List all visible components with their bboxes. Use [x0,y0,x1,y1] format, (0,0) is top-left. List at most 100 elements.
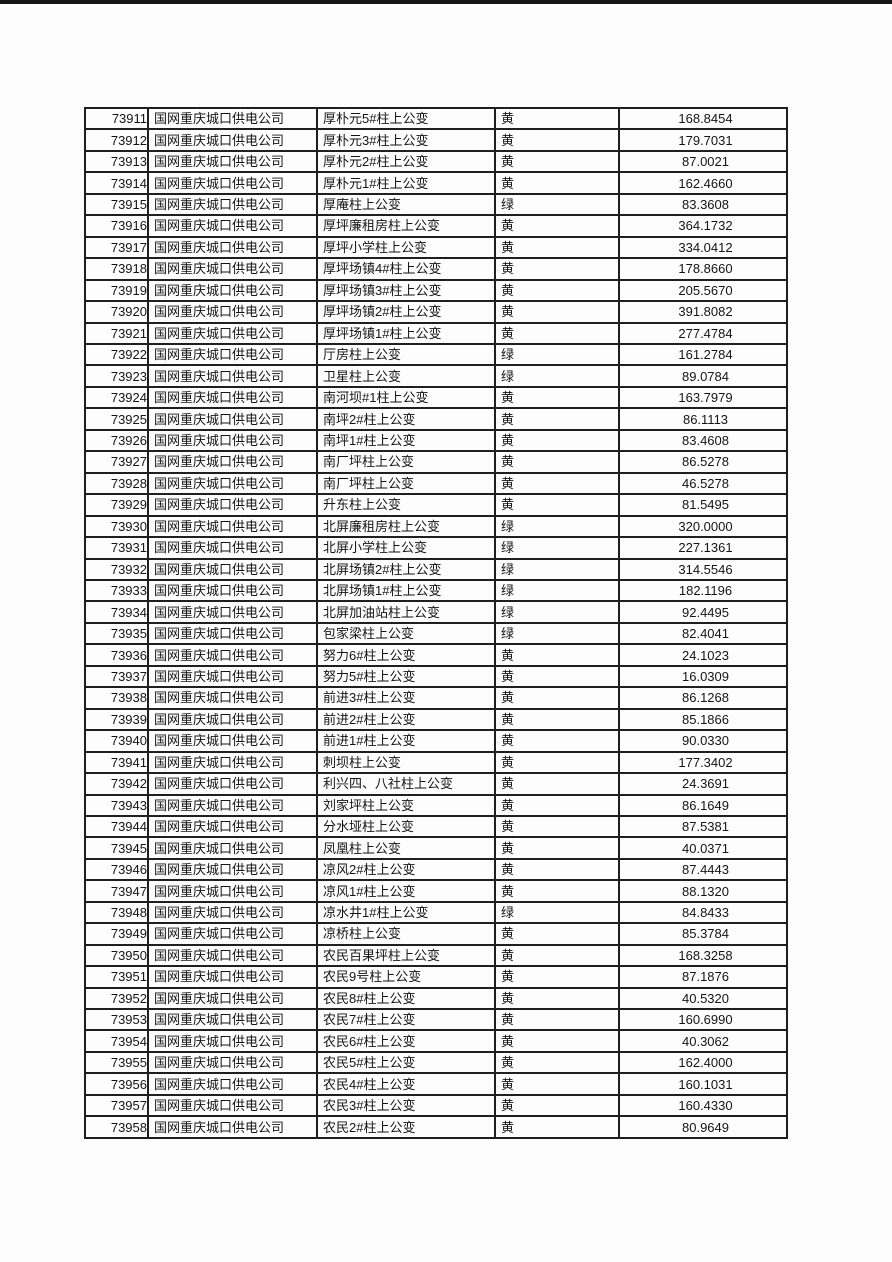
cell-status[interactable]: 黄 [494,643,620,667]
cell-company[interactable]: 国网重庆城口供电公司 [147,300,318,324]
cell-transformer-name[interactable]: 刘家坪柱上公变 [316,793,496,817]
cell-row-id[interactable]: 73920 [84,300,149,324]
cell-company[interactable]: 国网重庆城口供电公司 [147,922,318,946]
cell-value[interactable]: 182.1196 [618,578,788,603]
cell-transformer-name[interactable]: 凤凰柱上公变 [316,836,496,860]
cell-status[interactable]: 黄 [494,857,620,882]
cell-company[interactable]: 国网重庆城口供电公司 [147,1008,318,1032]
cell-value[interactable]: 87.4443 [618,857,788,882]
cell-transformer-name[interactable]: 刺坝柱上公变 [316,750,496,775]
cell-company[interactable]: 国网重庆城口供电公司 [147,578,318,603]
cell-company[interactable]: 国网重庆城口供电公司 [147,600,318,624]
cell-transformer-name[interactable]: 凉风1#柱上公变 [316,879,496,903]
cell-transformer-name[interactable]: 厚朴元5#柱上公变 [316,106,496,131]
cell-status[interactable]: 黄 [494,922,620,946]
cell-company[interactable]: 国网重庆城口供电公司 [147,729,318,753]
cell-status[interactable]: 黄 [494,428,620,453]
cell-value[interactable]: 160.6990 [618,1008,788,1032]
cell-value[interactable]: 86.1268 [618,686,788,710]
cell-value[interactable]: 84.8433 [618,900,788,925]
cell-status[interactable]: 黄 [494,235,620,260]
cell-transformer-name[interactable]: 北屏廉租房柱上公变 [316,514,496,539]
cell-company[interactable]: 国网重庆城口供电公司 [147,772,318,796]
cell-row-id[interactable]: 73918 [84,257,149,281]
cell-status[interactable]: 黄 [494,471,620,496]
cell-transformer-name[interactable]: 前进3#柱上公变 [316,686,496,710]
cell-transformer-name[interactable]: 厚庵柱上公变 [316,192,496,217]
cell-value[interactable]: 168.8454 [618,106,788,131]
cell-company[interactable]: 国网重庆城口供电公司 [147,171,318,195]
cell-value[interactable]: 227.1361 [618,536,788,560]
cell-value[interactable]: 334.0412 [618,235,788,260]
cell-value[interactable]: 277.4784 [618,321,788,346]
cell-company[interactable]: 国网重庆城口供电公司 [147,235,318,260]
cell-transformer-name[interactable]: 厚坪场镇1#柱上公变 [316,321,496,346]
cell-status[interactable]: 绿 [494,600,620,624]
cell-transformer-name[interactable]: 农民5#柱上公变 [316,1050,496,1075]
cell-row-id[interactable]: 73935 [84,621,149,646]
cell-company[interactable]: 国网重庆城口供电公司 [147,407,318,431]
cell-company[interactable]: 国网重庆城口供电公司 [147,857,318,882]
cell-company[interactable]: 国网重庆城口供电公司 [147,321,318,346]
cell-transformer-name[interactable]: 农民百果坪柱上公变 [316,943,496,968]
cell-row-id[interactable]: 73916 [84,214,149,238]
cell-value[interactable]: 162.4000 [618,1050,788,1075]
cell-row-id[interactable]: 73958 [84,1115,149,1139]
cell-status[interactable]: 黄 [494,1093,620,1118]
cell-company[interactable]: 国网重庆城口供电公司 [147,192,318,217]
cell-status[interactable]: 黄 [494,106,620,131]
cell-value[interactable]: 85.1866 [618,707,788,732]
cell-row-id[interactable]: 73956 [84,1072,149,1096]
cell-value[interactable]: 163.7979 [618,385,788,410]
cell-row-id[interactable]: 73947 [84,879,149,903]
cell-value[interactable]: 86.1113 [618,407,788,431]
cell-status[interactable]: 黄 [494,1050,620,1075]
cell-row-id[interactable]: 73953 [84,1008,149,1032]
cell-row-id[interactable]: 73911 [84,106,149,131]
cell-transformer-name[interactable]: 升东柱上公变 [316,493,496,517]
cell-status[interactable]: 黄 [494,1115,620,1139]
cell-company[interactable]: 国网重庆城口供电公司 [147,664,318,689]
cell-transformer-name[interactable]: 南厂坪柱上公变 [316,450,496,474]
cell-status[interactable]: 绿 [494,578,620,603]
cell-status[interactable]: 绿 [494,900,620,925]
cell-company[interactable]: 国网重庆城口供电公司 [147,214,318,238]
cell-row-id[interactable]: 73931 [84,536,149,560]
cell-company[interactable]: 国网重庆城口供电公司 [147,342,318,367]
cell-row-id[interactable]: 73929 [84,493,149,517]
cell-transformer-name[interactable]: 农民8#柱上公变 [316,986,496,1011]
cell-row-id[interactable]: 73934 [84,600,149,624]
cell-row-id[interactable]: 73942 [84,772,149,796]
cell-row-id[interactable]: 73919 [84,278,149,303]
cell-row-id[interactable]: 73921 [84,321,149,346]
cell-transformer-name[interactable]: 北屏加油站柱上公变 [316,600,496,624]
cell-status[interactable]: 黄 [494,965,620,989]
cell-value[interactable]: 86.1649 [618,793,788,817]
cell-value[interactable]: 40.0371 [618,836,788,860]
cell-value[interactable]: 88.1320 [618,879,788,903]
cell-value[interactable]: 205.5670 [618,278,788,303]
cell-company[interactable]: 国网重庆城口供电公司 [147,385,318,410]
cell-transformer-name[interactable]: 厚朴元1#柱上公变 [316,171,496,195]
cell-company[interactable]: 国网重庆城口供电公司 [147,814,318,839]
cell-value[interactable]: 177.3402 [618,750,788,775]
cell-row-id[interactable]: 73941 [84,750,149,775]
cell-status[interactable]: 黄 [494,493,620,517]
cell-transformer-name[interactable]: 南坪1#柱上公变 [316,428,496,453]
cell-value[interactable]: 82.4041 [618,621,788,646]
cell-transformer-name[interactable]: 南厂坪柱上公变 [316,471,496,496]
cell-transformer-name[interactable]: 凉桥柱上公变 [316,922,496,946]
cell-value[interactable]: 86.5278 [618,450,788,474]
cell-company[interactable]: 国网重庆城口供电公司 [147,514,318,539]
cell-row-id[interactable]: 73933 [84,578,149,603]
cell-transformer-name[interactable]: 农民7#柱上公变 [316,1008,496,1032]
cell-company[interactable]: 国网重庆城口供电公司 [147,128,318,152]
cell-transformer-name[interactable]: 厚坪场镇4#柱上公变 [316,257,496,281]
cell-company[interactable]: 国网重庆城口供电公司 [147,536,318,560]
cell-status[interactable]: 绿 [494,621,620,646]
cell-row-id[interactable]: 73950 [84,943,149,968]
cell-status[interactable]: 黄 [494,385,620,410]
cell-status[interactable]: 黄 [494,407,620,431]
cell-status[interactable]: 绿 [494,342,620,367]
cell-company[interactable]: 国网重庆城口供电公司 [147,686,318,710]
